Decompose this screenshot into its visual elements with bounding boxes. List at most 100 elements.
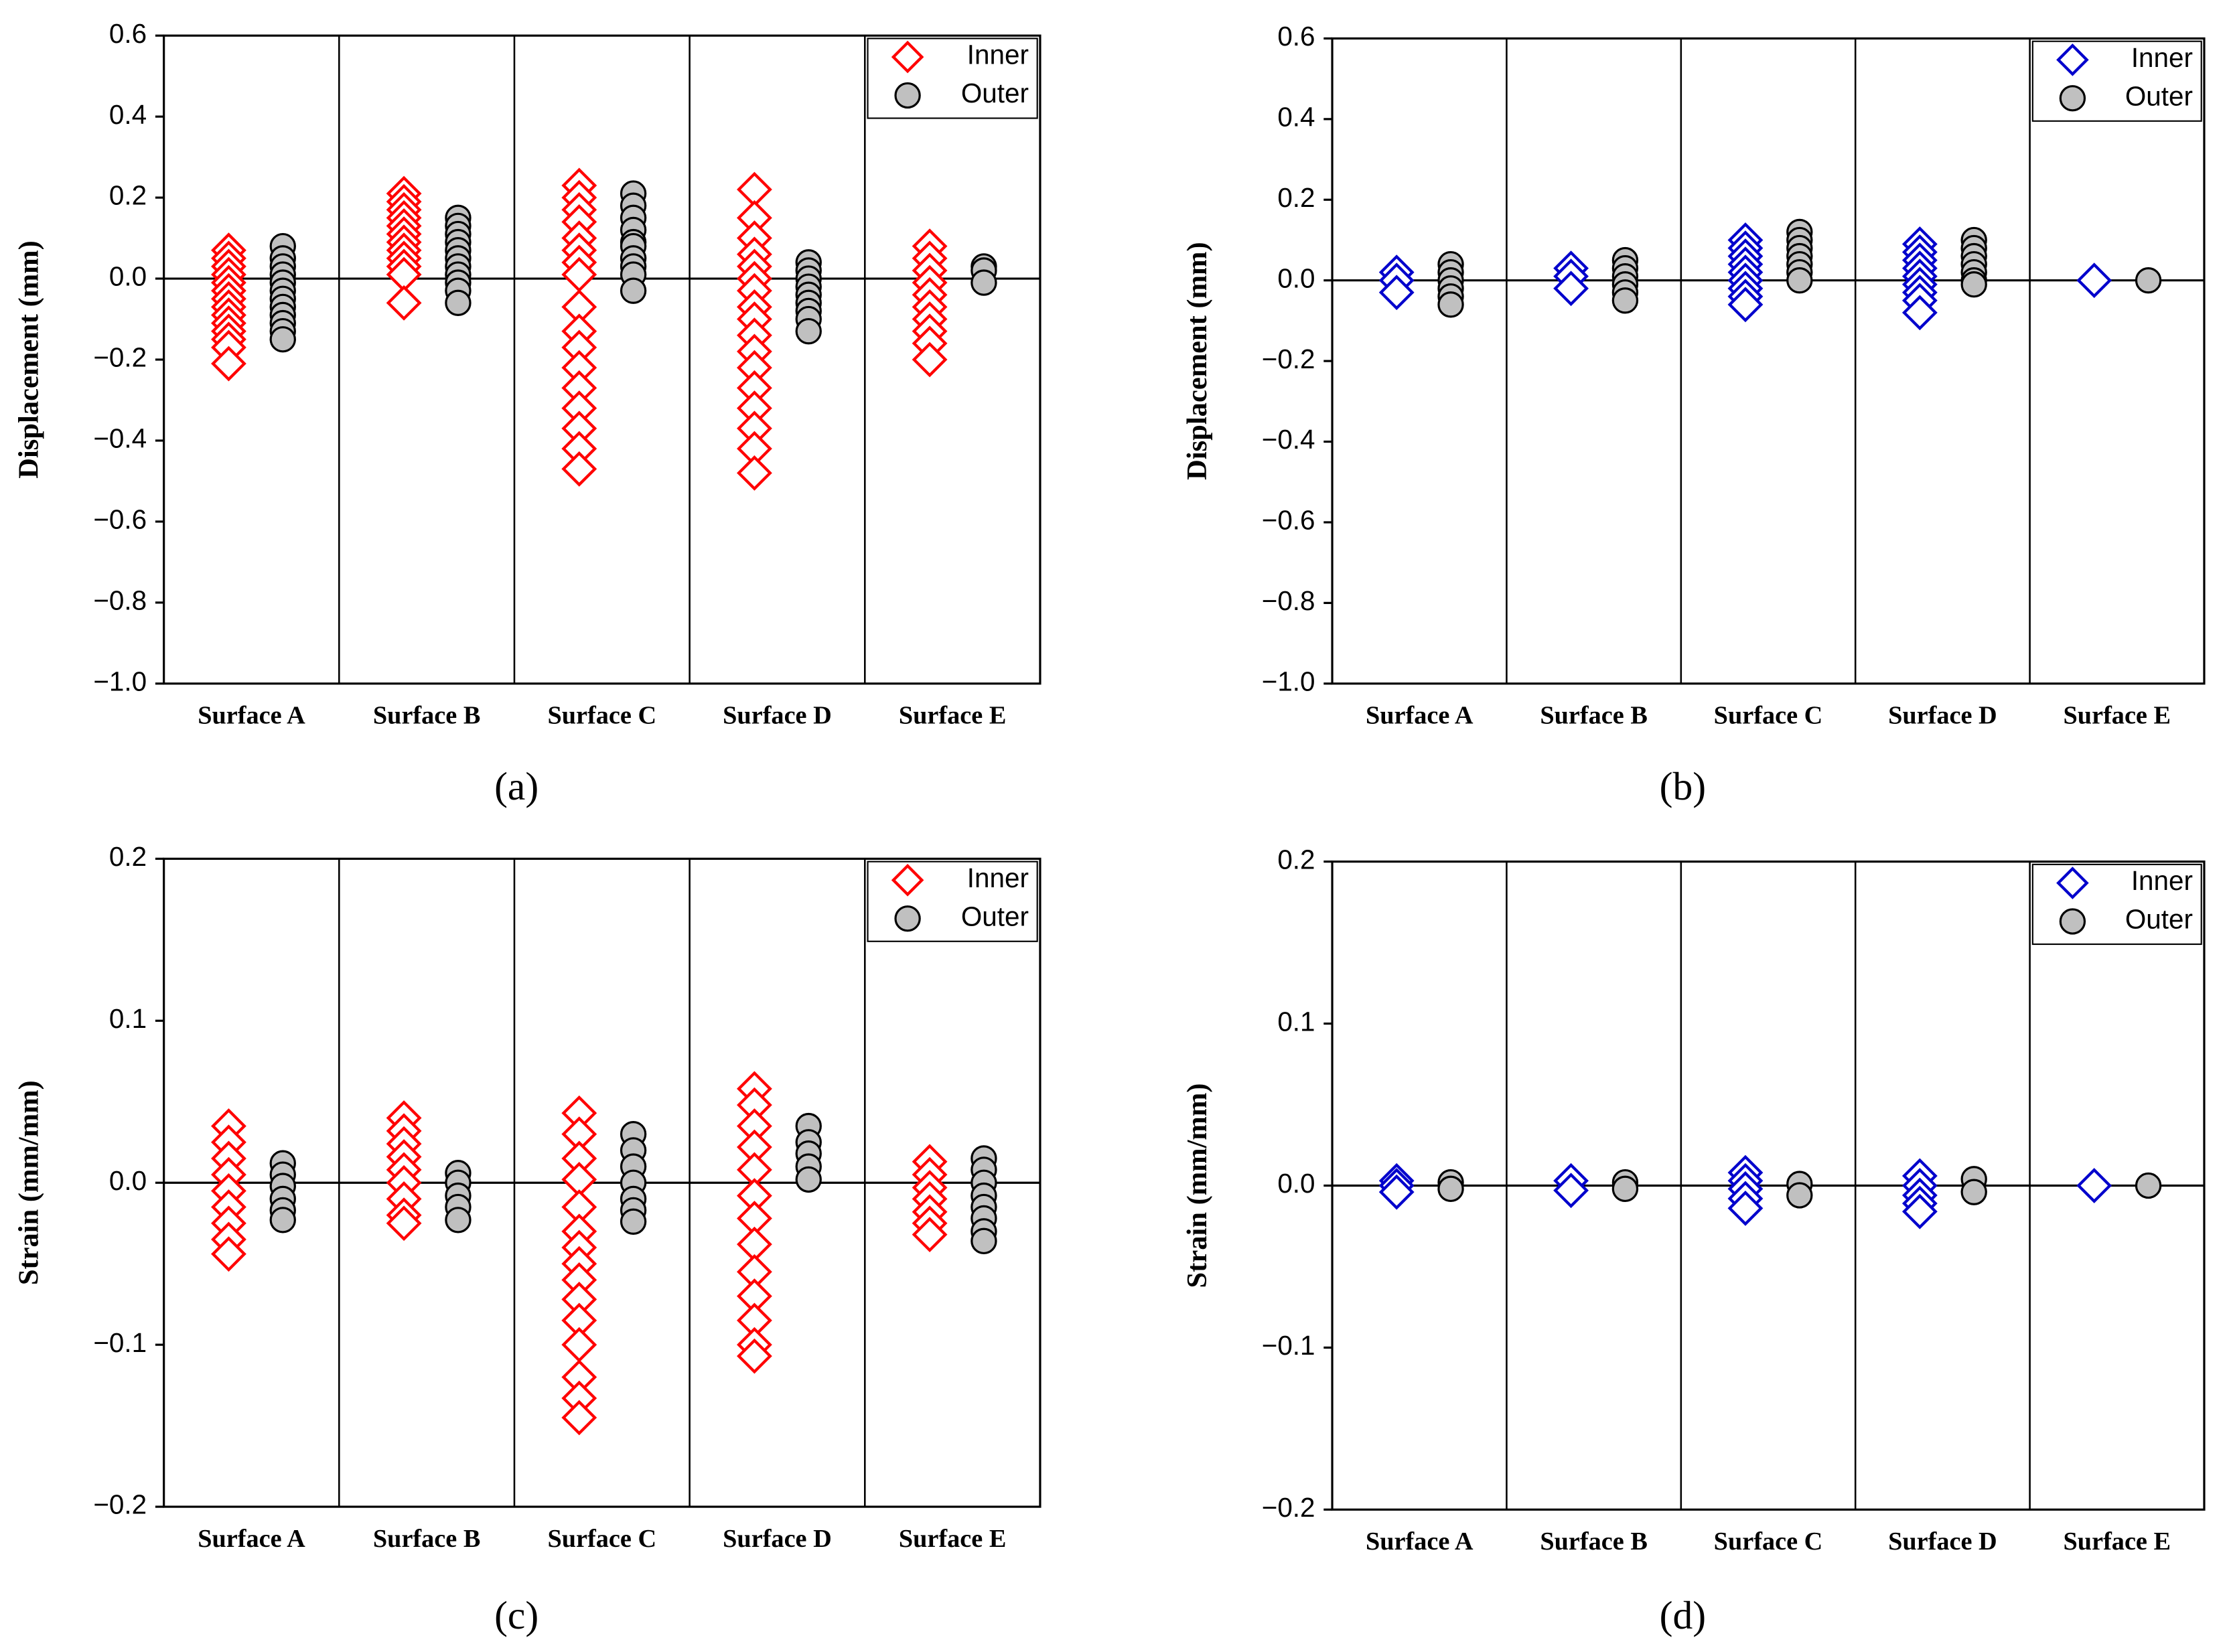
x-tick-label: Surface D — [1888, 1527, 1997, 1556]
y-axis-label: Displacement (mm) — [13, 240, 45, 478]
legend-marker — [2056, 44, 2089, 76]
legend-label: Outer — [2125, 80, 2193, 111]
y-tick-label: 0.2 — [109, 180, 147, 211]
y-tick-label: 0.0 — [1277, 1168, 1315, 1199]
outer-point — [1786, 1182, 1813, 1209]
x-tick-label: Surface A — [198, 1525, 305, 1553]
legend-marker — [891, 864, 924, 897]
outer-point — [269, 326, 296, 353]
x-tick-label: Surface B — [373, 702, 481, 730]
x-tick-label: Surface E — [899, 702, 1007, 730]
inner-point — [1553, 1173, 1589, 1209]
outer-point — [620, 1208, 647, 1235]
x-tick-label: Surface C — [1714, 1527, 1823, 1556]
y-tick-label: 0.0 — [109, 1165, 147, 1196]
y-tick-label: −1.0 — [93, 666, 147, 697]
legend-marker — [2059, 85, 2086, 112]
x-tick-label: Surface A — [1366, 702, 1474, 730]
x-tick-label: Surface C — [547, 702, 656, 730]
y-tick-label: −0.8 — [1262, 585, 1315, 616]
outer-point — [2135, 267, 2162, 294]
x-tick-label: Surface B — [373, 1525, 481, 1553]
legend-marker — [891, 40, 924, 74]
outer-point — [795, 317, 822, 345]
outer-point — [971, 1227, 997, 1255]
outer-point — [445, 1207, 472, 1233]
y-tick-label: 0.1 — [109, 1003, 147, 1034]
x-tick-label: Surface A — [198, 702, 305, 730]
inner-point — [1727, 1190, 1764, 1226]
legend-box — [867, 860, 1038, 942]
y-tick-label: −1.0 — [1262, 666, 1315, 697]
inner-point — [561, 451, 597, 487]
legend-label: Outer — [2125, 904, 2193, 935]
outer-point — [971, 269, 997, 296]
legend-marker — [894, 82, 921, 109]
outer-point — [2135, 1172, 2162, 1199]
x-tick-label: Surface D — [723, 702, 832, 730]
inner-point — [912, 1217, 948, 1253]
y-tick-label: −0.4 — [93, 423, 147, 454]
legend-marker — [894, 905, 921, 932]
y-tick-label: 0.2 — [1277, 844, 1315, 875]
y-tick-label: 0.4 — [109, 99, 147, 130]
y-tick-label: 0.1 — [1277, 1006, 1315, 1037]
y-tick-label: −0.2 — [1262, 1492, 1315, 1523]
legend-label: Inner — [2131, 42, 2193, 73]
plot-frame — [163, 34, 1041, 685]
outer-point — [1786, 267, 1813, 294]
outer-point — [795, 1166, 822, 1193]
y-tick-label: −0.8 — [93, 585, 147, 616]
y-tick-label: 0.2 — [109, 841, 147, 872]
inner-point — [1901, 295, 1938, 331]
inner-point — [2076, 1168, 2112, 1203]
panel-caption: (c) — [494, 1593, 538, 1637]
y-tick-label: −0.1 — [1262, 1330, 1315, 1361]
y-tick-label: 0.4 — [1277, 102, 1315, 133]
legend-label: Outer — [961, 901, 1029, 931]
inner-point — [561, 1327, 597, 1363]
x-tick-label: Surface E — [2064, 1527, 2171, 1556]
x-tick-label: Surface B — [1540, 1527, 1648, 1556]
inner-point — [1378, 275, 1415, 311]
x-tick-label: Surface C — [1714, 702, 1823, 730]
inner-point — [1727, 287, 1764, 323]
outer-point — [1960, 271, 1987, 298]
plot-frame — [1331, 37, 2206, 685]
x-tick-label: Surface D — [723, 1525, 832, 1553]
legend-marker — [2056, 867, 2089, 899]
inner-point — [2076, 262, 2112, 299]
outer-point — [445, 289, 472, 316]
y-tick-label: 0.0 — [109, 261, 147, 292]
legend-label: Inner — [967, 40, 1029, 70]
inner-point — [1553, 271, 1589, 307]
legend-label: Inner — [967, 862, 1029, 893]
inner-point — [211, 1236, 246, 1272]
y-tick-label: 0.6 — [109, 18, 147, 49]
y-tick-label: 0.6 — [1277, 21, 1315, 52]
legend-box — [2031, 863, 2202, 946]
y-tick-label: −0.2 — [93, 342, 147, 373]
inner-point — [386, 1205, 422, 1242]
y-tick-label: 0.2 — [1277, 182, 1315, 213]
y-tick-label: 0.0 — [1277, 262, 1315, 293]
inner-point — [1901, 1193, 1938, 1229]
y-axis-label: Strain (mm/mm) — [13, 1080, 45, 1285]
outer-point — [1437, 291, 1464, 318]
x-tick-label: Surface B — [1540, 702, 1648, 730]
x-tick-label: Surface D — [1888, 702, 1997, 730]
inner-point — [737, 1338, 772, 1374]
legend-label: Outer — [961, 78, 1029, 108]
y-axis-label: Strain (mm/mm) — [1181, 1083, 1213, 1288]
panel-caption: (d) — [1660, 1593, 1706, 1637]
inner-point — [1378, 1174, 1415, 1210]
outer-point — [1960, 1179, 1987, 1205]
legend-marker — [2059, 908, 2086, 935]
inner-point — [561, 1400, 597, 1436]
legend-label: Inner — [2131, 865, 2193, 896]
outer-point — [620, 277, 647, 304]
y-axis-label: Displacement (mm) — [1181, 242, 1213, 479]
inner-point — [737, 455, 772, 491]
y-tick-label: −0.6 — [1262, 505, 1315, 536]
